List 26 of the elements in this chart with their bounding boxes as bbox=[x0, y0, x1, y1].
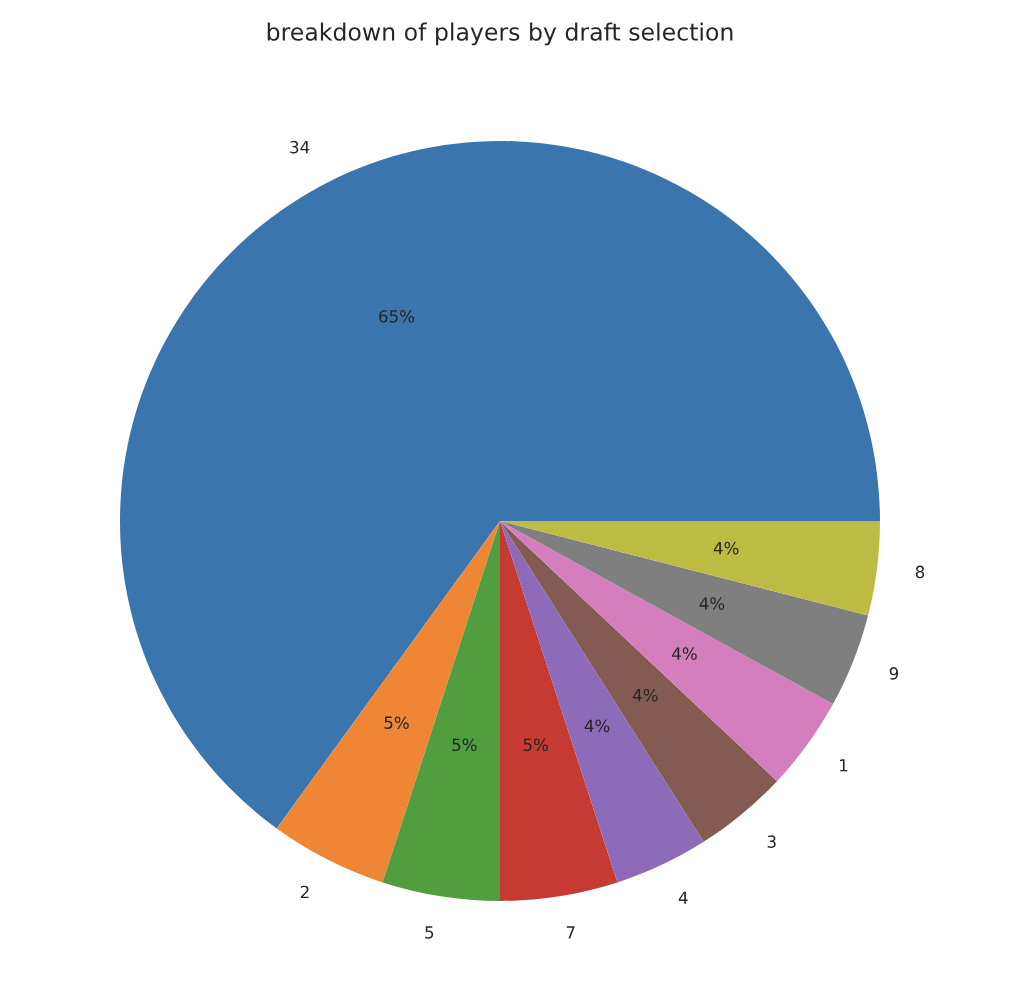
slice-label: 1 bbox=[840, 759, 848, 772]
slice-label: 5 bbox=[425, 926, 434, 939]
pie-slice bbox=[500, 521, 869, 705]
data-label: 4% bbox=[632, 688, 658, 702]
pie-slice bbox=[500, 521, 618, 901]
data-label: 4% bbox=[699, 597, 725, 610]
data-label: 4% bbox=[672, 647, 697, 660]
data-label: 5% bbox=[523, 738, 548, 752]
pie-slice bbox=[500, 521, 880, 616]
slice-label: 8 bbox=[915, 565, 925, 579]
slice-label: 4 bbox=[678, 891, 688, 904]
data-label: 4% bbox=[584, 719, 610, 733]
data-label: 65% bbox=[379, 310, 415, 323]
slice-label: 9 bbox=[889, 667, 899, 680]
chart-title: breakdown of players by draft selection bbox=[267, 22, 733, 46]
pie-slice bbox=[500, 521, 833, 782]
pie-slice bbox=[120, 141, 880, 829]
data-label: 5% bbox=[452, 738, 477, 752]
data-label: 4% bbox=[713, 541, 739, 555]
data-label: 5% bbox=[384, 716, 409, 729]
slice-label: 2 bbox=[300, 885, 309, 899]
slice-label: 3 bbox=[767, 835, 776, 848]
slice-label: 7 bbox=[566, 926, 575, 939]
pie-slice bbox=[382, 521, 500, 901]
pie-slice bbox=[276, 521, 500, 883]
slice-label: 34 bbox=[290, 140, 310, 154]
